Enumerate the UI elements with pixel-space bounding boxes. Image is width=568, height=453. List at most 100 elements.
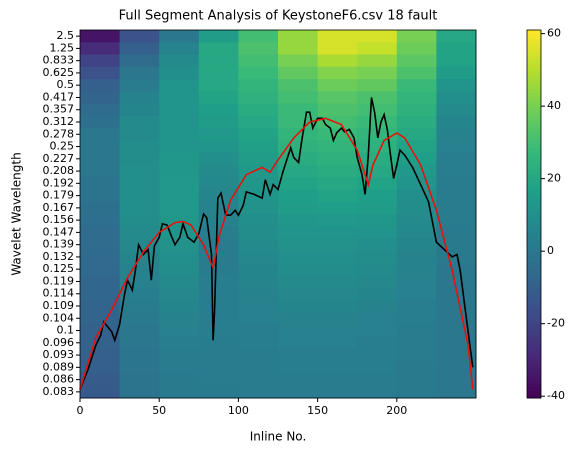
heat-cell xyxy=(357,103,398,117)
heat-cell xyxy=(357,324,398,338)
heat-cell xyxy=(436,30,477,43)
heat-cell xyxy=(238,42,279,56)
heat-cell xyxy=(238,263,279,276)
heat-cell xyxy=(159,299,200,313)
heat-cell xyxy=(278,299,319,313)
heat-cell xyxy=(238,275,279,289)
colorbar-step xyxy=(527,228,541,233)
heat-cell xyxy=(436,79,477,92)
heat-cell xyxy=(159,361,200,374)
heat-cell xyxy=(80,201,121,215)
colorbar-step xyxy=(527,364,541,370)
heat-cell xyxy=(317,385,358,399)
colorbar-step xyxy=(527,269,541,274)
heat-cell xyxy=(119,238,160,252)
heat-cell xyxy=(80,312,121,325)
heat-cell xyxy=(317,140,358,154)
heat-cell xyxy=(119,348,160,362)
colorbar-step xyxy=(527,265,541,270)
heat-cell xyxy=(80,30,121,43)
y-tick-label: 0.227 xyxy=(43,152,75,165)
line xyxy=(79,117,474,390)
heat-cell xyxy=(119,214,160,227)
heat-cell xyxy=(119,385,160,399)
heat-cell xyxy=(436,128,477,141)
colorbar-step xyxy=(527,306,541,311)
x-tick-label: 100 xyxy=(228,404,249,417)
heat-cell xyxy=(317,128,358,141)
heat-cell xyxy=(198,287,239,301)
heat-cell xyxy=(238,226,279,240)
y-tick-label: 0.179 xyxy=(43,189,75,202)
colorbar-step xyxy=(527,353,541,359)
heat-cell xyxy=(80,66,121,80)
heat-cell xyxy=(357,336,398,350)
heat-cell xyxy=(396,79,437,92)
colorbar-step xyxy=(527,96,541,101)
heat-cell xyxy=(80,348,121,362)
heat-cell xyxy=(80,214,121,227)
heat-cell xyxy=(278,66,319,80)
colorbar-step xyxy=(527,166,541,171)
heat-cell xyxy=(396,66,437,80)
colorbar-step xyxy=(527,169,541,175)
colorbar-step xyxy=(527,63,541,68)
colorbar-tick-label: 60 xyxy=(547,27,561,40)
heat-cell xyxy=(238,140,279,154)
heat-cell xyxy=(396,348,437,362)
heat-cell xyxy=(198,299,239,313)
heat-cell xyxy=(159,336,200,350)
heat-cell xyxy=(278,177,319,190)
colorbar-step xyxy=(527,328,541,333)
heat-cell xyxy=(198,66,239,80)
colorbar-step xyxy=(527,125,541,130)
heat-cell xyxy=(278,79,319,92)
colorbar-step xyxy=(527,41,541,46)
heat-cell xyxy=(357,287,398,301)
heat-cell xyxy=(436,177,477,190)
heat-cell xyxy=(357,299,398,313)
heat-cell xyxy=(159,201,200,215)
colorbar-step xyxy=(527,342,541,347)
heat-cell xyxy=(357,115,398,129)
heat-cell xyxy=(238,250,279,264)
colorbar-step xyxy=(527,339,541,344)
heat-cell xyxy=(80,152,121,166)
heat-cell xyxy=(278,312,319,325)
colorbar-step xyxy=(527,133,541,138)
y-tick-label: 0.093 xyxy=(43,348,75,361)
heat-cell xyxy=(317,361,358,374)
heat-cell xyxy=(198,324,239,338)
y-tick-label: 0.086 xyxy=(43,373,75,386)
colorbar-step xyxy=(527,74,541,79)
heat-cell xyxy=(119,54,160,68)
colorbar-step xyxy=(527,221,541,226)
heat-cell xyxy=(119,66,160,80)
heat-cell xyxy=(357,91,398,105)
heat-cell xyxy=(198,30,239,43)
heat-cell xyxy=(317,177,358,190)
heat-cell xyxy=(396,30,437,43)
colorbar-tick-label: 0 xyxy=(547,244,554,257)
heat-cell xyxy=(80,336,121,350)
heat-cell xyxy=(278,287,319,301)
heat-cell xyxy=(119,312,160,325)
heat-cell xyxy=(159,140,200,154)
heat-cell xyxy=(357,385,398,399)
heat-cell xyxy=(119,177,160,190)
y-tick-label: 0.1 xyxy=(57,324,75,337)
colorbar-step xyxy=(527,383,541,388)
heat-cell xyxy=(238,164,279,178)
heat-cell xyxy=(80,373,121,387)
heat-cell xyxy=(357,42,398,56)
colorbar-step xyxy=(527,188,541,193)
heat-cell xyxy=(159,128,200,141)
heat-cell xyxy=(317,91,358,105)
heat-cell xyxy=(159,79,200,92)
heat-cell xyxy=(278,103,319,117)
heat-cell xyxy=(396,312,437,325)
heat-cell xyxy=(396,238,437,252)
heat-cell xyxy=(278,152,319,166)
heat-cell xyxy=(357,66,398,80)
colorbar-step xyxy=(527,394,541,399)
